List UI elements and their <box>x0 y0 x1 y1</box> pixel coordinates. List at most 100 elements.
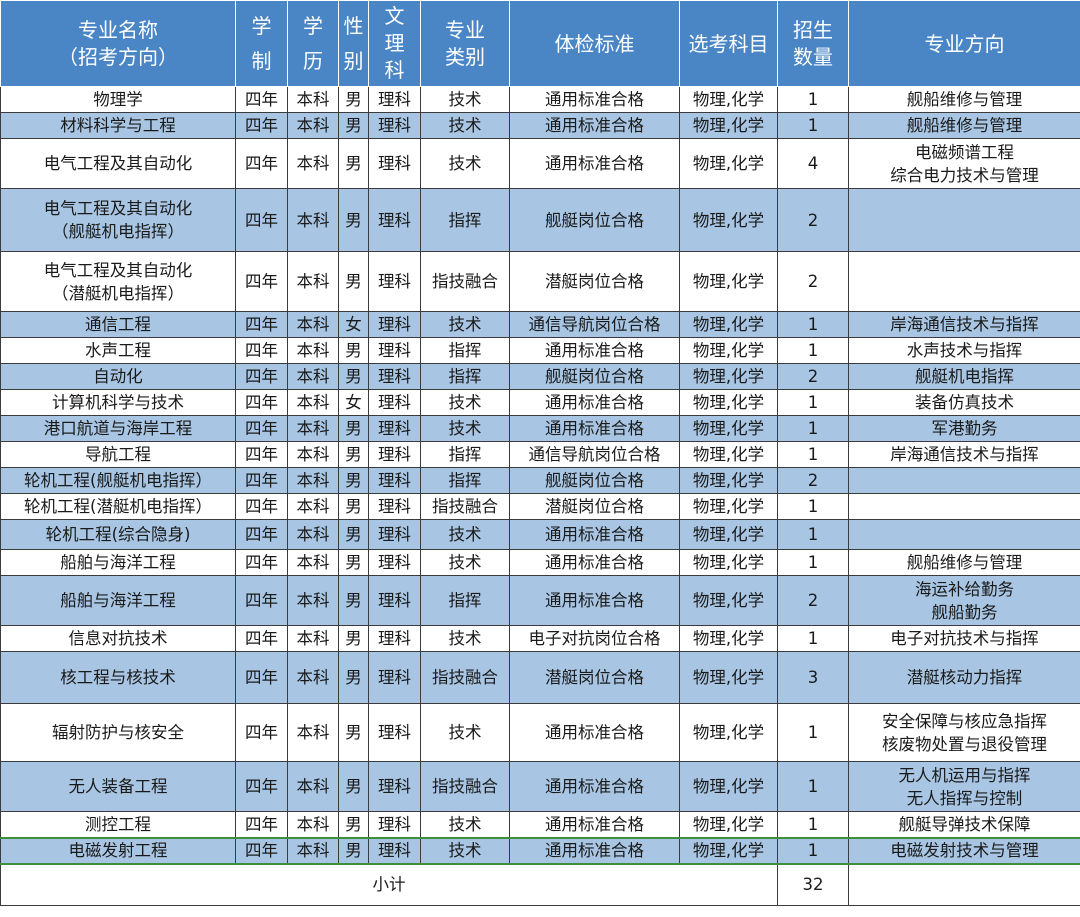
direction-cell: 安全保障与核应急指挥 核废物处置与退役管理 <box>848 703 1080 762</box>
major-cell-line: 港口航道与海岸工程 <box>43 419 193 438</box>
major-cell: 测控工程 <box>0 811 236 838</box>
degree-cell: 本科 <box>287 337 339 364</box>
major-cell-line: 自动化 <box>93 367 143 386</box>
major-cell-line: 材料科学与工程 <box>60 116 176 135</box>
direction-cell <box>848 493 1080 520</box>
duration-cell: 四年 <box>235 363 288 390</box>
header-major: 专业名称 （招考方向） <box>0 0 236 87</box>
direction-cell: 水声技术与指挥 <box>848 337 1080 364</box>
direction-cell: 海运补给勤务 舰船勤务 <box>848 575 1080 626</box>
exam-standard-cell: 潜艇岗位合格 <box>509 651 680 704</box>
direction-cell-line: 电磁发射技术与管理 <box>890 841 1039 860</box>
duration-cell: 四年 <box>235 467 288 494</box>
major-cell: 计算机科学与技术 <box>0 389 236 416</box>
duration-cell: 四年 <box>235 519 288 550</box>
degree-cell: 本科 <box>287 363 339 390</box>
major-cell-line: 信息对抗技术 <box>68 629 168 648</box>
subtotal-row: 小计 32 <box>0 863 1080 906</box>
gender-cell: 男 <box>338 112 369 139</box>
degree-cell: 本科 <box>287 549 339 576</box>
exam-standard-cell: 通用标准合格 <box>509 112 680 139</box>
major-cell: 导航工程 <box>0 441 236 468</box>
quota-cell: 2 <box>777 251 849 312</box>
direction-cell-line: 舰船维修与管理 <box>906 116 1023 135</box>
exam-standard-cell: 通用标准合格 <box>509 703 680 762</box>
table-row: 电气工程及其自动化 （潜艇机电指挥） 四年 本科男理科 指技融合 潜艇岗位合格 物理,化学 2 <box>0 251 1080 312</box>
elective-cell: 物理,化学 <box>679 703 778 762</box>
quota-cell: 4 <box>777 138 849 189</box>
degree-cell: 本科 <box>287 138 339 189</box>
table-row: 自动化 四年 本科男理科 指挥 舰艇岗位合格 物理,化学 2 舰艇机电指挥 <box>0 363 1080 390</box>
direction-cell: 舰艇机电指挥 <box>848 363 1080 390</box>
table-row: 核工程与核技术 四年 本科男理科 指技融合 潜艇岗位合格 物理,化学 3 潜艇核动力指挥 <box>0 651 1080 704</box>
direction-cell <box>848 519 1080 550</box>
exam-standard-cell: 通用标准合格 <box>509 86 680 113</box>
major-cell-line: 电气工程及其自动化 <box>43 199 193 218</box>
direction-cell-line: 海运补给勤务 <box>915 579 1014 599</box>
table-row: 轮机工程(综合隐身) 四年 本科男理科 技术 通用标准合格 物理,化学 1 <box>0 519 1080 550</box>
duration-cell: 四年 <box>235 337 288 364</box>
exam-standard-cell: 通用标准合格 <box>509 549 680 576</box>
subject-type-cell: 理科 <box>368 415 421 442</box>
degree-cell: 本科 <box>287 836 339 865</box>
exam-standard-cell: 舰艇岗位合格 <box>509 363 680 390</box>
exam-standard-cell: 通用标准合格 <box>509 761 680 812</box>
gender-cell: 男 <box>338 138 369 189</box>
major-cell-line: 导航工程 <box>85 445 151 464</box>
degree-cell: 本科 <box>287 811 339 838</box>
major-cell: 轮机工程(舰艇机电指挥） <box>0 467 236 494</box>
gender-cell: 女 <box>338 389 369 416</box>
direction-cell: 舰船维修与管理 <box>848 112 1080 139</box>
table-row: 电气工程及其自动化 （舰艇机电指挥） 四年 本科男理科 指挥 舰艇岗位合格 物理,化学 2 <box>0 188 1080 252</box>
table-row: 导航工程 四年 本科男理科 指挥 通信导航岗位合格 物理,化学 1 岸海通信技术与指挥 <box>0 441 1080 468</box>
direction-cell <box>848 467 1080 494</box>
exam-standard-cell: 通用标准合格 <box>509 138 680 189</box>
quota-cell: 1 <box>777 389 849 416</box>
major-cell-line: 水声工程 <box>85 341 151 360</box>
gender-cell: 男 <box>338 575 369 626</box>
subject-type-cell: 理科 <box>368 467 421 494</box>
table-row: 轮机工程(潜艇机电指挥） 四年 本科男理科 指技融合 潜艇岗位合格 物理,化学 1 <box>0 493 1080 520</box>
direction-cell-line: 综合电力技术与管理 <box>890 165 1039 185</box>
direction-cell: 军港勤务 <box>848 415 1080 442</box>
table-row: 船舶与海洋工程 四年 本科男理科 指挥 通用标准合格 物理,化学 2 海运补给勤务 舰船勤务 <box>0 575 1080 626</box>
major-cell-line: 通信工程 <box>85 315 151 334</box>
direction-cell: 无人机运用与指挥 无人指挥与控制 <box>848 761 1080 812</box>
major-cell: 无人装备工程 <box>0 761 236 812</box>
quota-cell: 1 <box>777 549 849 576</box>
elective-cell: 物理,化学 <box>679 337 778 364</box>
major-cell-line: 测控工程 <box>85 814 151 834</box>
subject-type-cell: 理科 <box>368 188 421 252</box>
quota-cell: 1 <box>777 112 849 139</box>
major-cell: 信息对抗技术 <box>0 625 236 652</box>
table-row: 材料科学与工程 四年 本科男理科 技术 通用标准合格 物理,化学 1 舰船维修与管理 <box>0 112 1080 139</box>
table-row: 电气工程及其自动化 四年 本科男理科 技术 通用标准合格 物理,化学 4 电磁频谱工程 综合电力… <box>0 138 1080 189</box>
quota-cell: 1 <box>777 493 849 520</box>
degree-cell: 本科 <box>287 519 339 550</box>
elective-cell: 物理,化学 <box>679 761 778 812</box>
major-cell: 核工程与核技术 <box>0 651 236 704</box>
direction-cell-line: 无人指挥与控制 <box>906 788 1023 808</box>
gender-cell: 男 <box>338 651 369 704</box>
subtotal-value: 32 <box>777 863 849 906</box>
subject-type-cell: 理科 <box>368 86 421 113</box>
subtotal-empty <box>848 863 1080 906</box>
major-cell-line: 电气工程及其自动化 <box>43 154 193 173</box>
duration-cell: 四年 <box>235 251 288 312</box>
exam-standard-cell: 通用标准合格 <box>509 415 680 442</box>
exam-standard-cell: 通用标准合格 <box>509 519 680 550</box>
degree-cell: 本科 <box>287 575 339 626</box>
gender-cell: 男 <box>338 86 369 113</box>
gender-cell: 男 <box>338 519 369 550</box>
category-cell: 技术 <box>420 703 510 762</box>
table-row: 信息对抗技术 四年 本科男理科 技术 电子对抗岗位合格 物理,化学 1 电子对抗技术与指挥 <box>0 625 1080 652</box>
quota-cell: 2 <box>777 363 849 390</box>
header-gender: 性别 <box>338 0 369 87</box>
degree-cell: 本科 <box>287 112 339 139</box>
exam-standard-cell: 通用标准合格 <box>509 836 680 865</box>
quota-cell: 1 <box>777 519 849 550</box>
quota-cell: 1 <box>777 625 849 652</box>
direction-cell-line: 水声技术与指挥 <box>906 341 1023 360</box>
major-cell: 船舶与海洋工程 <box>0 575 236 626</box>
elective-cell: 物理,化学 <box>679 493 778 520</box>
